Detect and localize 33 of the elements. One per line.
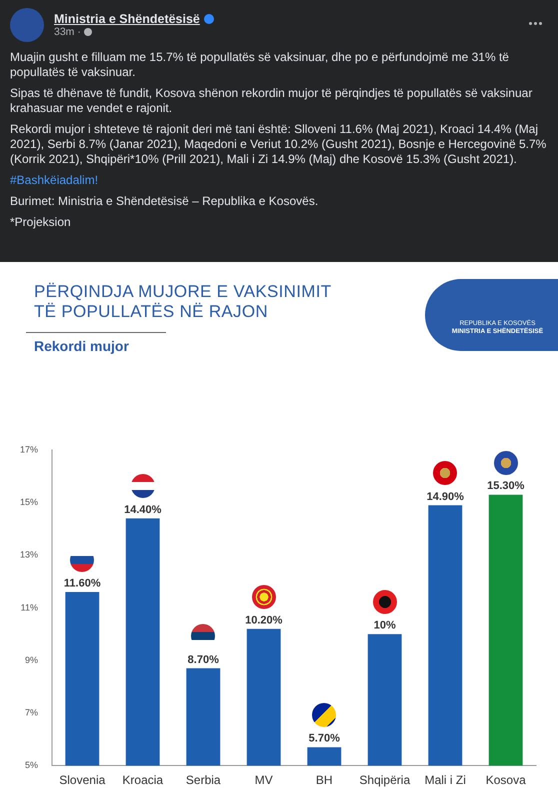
y-tick-label: 17% [20, 444, 38, 454]
data-label: 5.70% [308, 732, 340, 745]
text: Sipas të dhënave të fundit, Kosova shënon rekordin mujor të përqindjes të popullatës së vaksinuar krahasuar me vendet e rajonit. [10, 86, 534, 116]
data-label: 11.60% [64, 578, 101, 590]
y-tick-label: 9% [25, 654, 38, 665]
y-tick-label: 5% [25, 760, 38, 770]
text: #Bashkëiadalim! [10, 173, 100, 188]
data-label: 10.20% [245, 614, 283, 626]
x-tick-label: Shqipëria [359, 773, 410, 788]
data-label: 14.90% [426, 490, 464, 503]
text: Burimet: Ministria e Shëndetësisë – Republika e Kosovës. [10, 194, 320, 209]
x-tick-label: Serbia [186, 773, 221, 788]
data-label: 10% [374, 620, 396, 632]
text: *Projeksion [10, 215, 72, 230]
text: Ministria e Shëndetësisë [54, 12, 200, 26]
y-tick-label: 11% [20, 602, 38, 612]
x-tick-label: Mali i Zi [424, 773, 466, 788]
x-tick-label: BH [316, 773, 333, 788]
y-tick-label: 7% [25, 707, 38, 718]
chart-title: PËRQINDJA MUJORE E VAKSINIMIT TË POPULLATËS NË RAJON [34, 282, 332, 322]
text: Muajin gusht e filluam me 15.7% të popullatës së vaksinuar, dhe po e përfundojmë me 31% të popullatës të vaksinuar. [10, 50, 510, 80]
chart-subtitle: Rekordi mujor [34, 338, 129, 354]
x-tick-label: MV [254, 773, 273, 788]
x-tick-label: Kroacia [122, 773, 164, 788]
text: 33m · [54, 26, 81, 38]
x-tick-label: Kosova [486, 773, 526, 788]
data-label: 8.70% [188, 654, 220, 666]
y-tick-label: 15% [20, 497, 38, 508]
x-tick-label: Slovenia [59, 773, 106, 788]
y-tick-label: 13% [20, 550, 38, 560]
data-label: 15.30% [487, 480, 525, 492]
text: Rekordi mujor i shteteve të rajonit deri më tani është: Slloveni 11.6% (Maj 2021), Kroaci 14.4% (Maj 2021), Serbi 8.7% (Janar 2021), Maqedoni e Veriut 10.2% (Gusht 2021), Bosnje e Hercegovinë 5.7% (Korrik 2021), Shqipëri*10% (Prill 2021), Mali i Zi 14.9% (Maj) dhe Kosovë 15.3% (Gusht 2021). [10, 122, 548, 167]
data-label: 14.40% [124, 504, 162, 516]
